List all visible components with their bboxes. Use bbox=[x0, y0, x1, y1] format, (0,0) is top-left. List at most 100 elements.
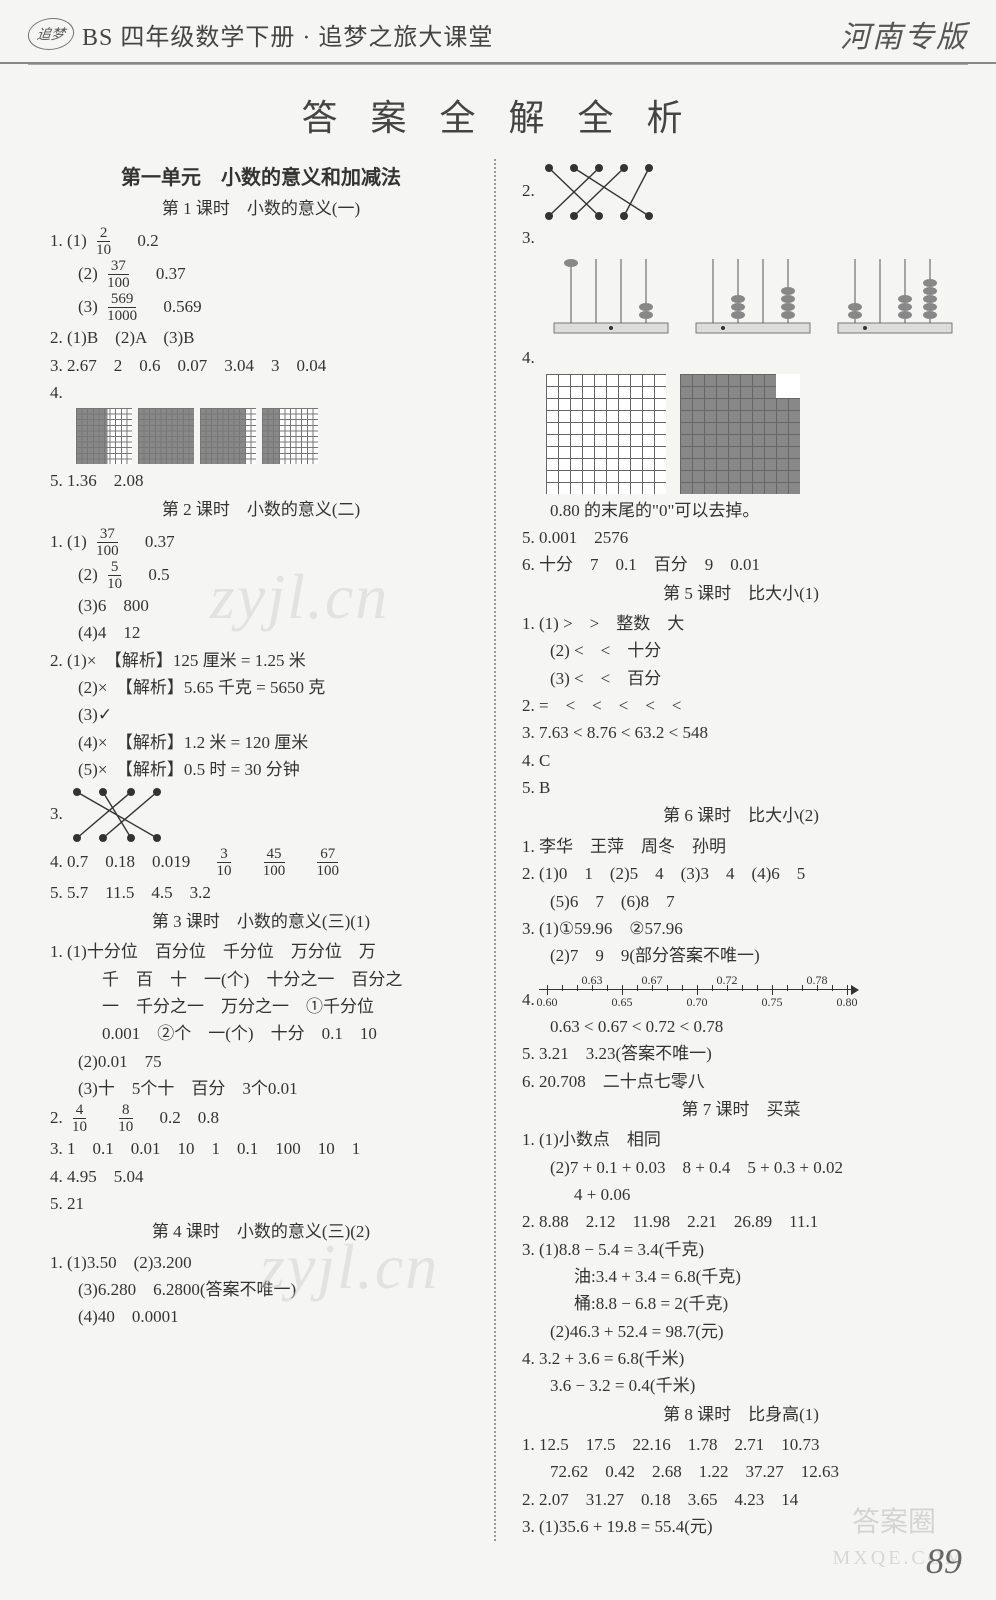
lesson-title: 第 1 课时 小数的意义(一) bbox=[50, 196, 472, 222]
answer-line: 0.63 < 0.67 < 0.72 < 0.78 bbox=[522, 1014, 960, 1040]
answer-line: 2. 8.88 2.12 11.98 2.21 26.89 11.1 bbox=[522, 1209, 960, 1235]
answer-line: 0.001 ②个 一(个) 十分 0.1 10 bbox=[50, 1021, 472, 1047]
region-label: 河南专版 bbox=[840, 12, 968, 56]
answer-line: 桶:8.8 − 6.8 = 2(千克) bbox=[522, 1291, 960, 1317]
answer-line: 3. 2.67 2 0.6 0.07 3.04 3 0.04 bbox=[50, 353, 472, 379]
answer-line: 6. 20.708 二十点七零八 bbox=[522, 1069, 960, 1095]
answer-line: 4. 0.600.650.700.750.800.630.670.720.78 bbox=[522, 971, 960, 1013]
fraction: 37100 bbox=[93, 527, 122, 559]
decimal-value: 0.37 bbox=[156, 264, 186, 283]
page-title: 答 案 全 解 全 析 bbox=[0, 89, 996, 141]
answer-line: 72.62 0.42 2.68 1.22 37.27 12.63 bbox=[522, 1459, 960, 1485]
answer-line: 5. 21 bbox=[50, 1191, 472, 1217]
answer-line: 油:3.4 + 3.4 = 6.8(千克) bbox=[522, 1264, 960, 1290]
page-number: 89 bbox=[926, 1540, 962, 1582]
item-label: 4. bbox=[522, 990, 535, 1009]
answer-line: (2)7 9 9(部分答案不唯一) bbox=[522, 943, 960, 969]
decimal-value: 0.37 bbox=[145, 532, 175, 551]
answer-line: 1. (1) 37100 0.37 bbox=[50, 527, 472, 559]
answer-line: 3.6 − 3.2 = 0.4(千米) bbox=[522, 1373, 960, 1399]
answer-line: 1. (1)十分位 百分位 千分位 万分位 万 bbox=[50, 939, 472, 965]
header-rule bbox=[28, 64, 968, 65]
abacus-row bbox=[546, 253, 960, 341]
answer-line: 4. bbox=[50, 380, 472, 406]
fraction: 45100 bbox=[260, 847, 289, 879]
hundred-square bbox=[138, 408, 194, 464]
watermark: 答案圈 bbox=[852, 1500, 936, 1540]
answer-line: (3)✓ bbox=[50, 702, 472, 728]
fraction: 37100 bbox=[104, 259, 133, 291]
answer-line: (5)× 【解析】0.5 时 = 30 分钟 bbox=[50, 757, 472, 783]
item-label: 2. bbox=[522, 181, 535, 200]
answer-line: 1. (1) 210 0.2 bbox=[50, 226, 472, 258]
fraction: 67100 bbox=[314, 847, 343, 879]
lesson-title: 第 7 课时 买菜 bbox=[522, 1097, 960, 1123]
answer-line: 5. 0.001 2576 bbox=[522, 525, 960, 551]
hundred-squares-row bbox=[546, 374, 960, 494]
item-label: 4. bbox=[522, 348, 535, 367]
matching-diagram bbox=[539, 160, 669, 224]
hundred-square bbox=[76, 408, 132, 464]
lesson-title: 第 5 课时 比大小(1) bbox=[522, 581, 960, 607]
right-column: 2. 3. bbox=[512, 159, 960, 1541]
fraction: 810 bbox=[115, 1103, 136, 1135]
decimal-value: 0.569 bbox=[163, 297, 201, 316]
item-label: 4. bbox=[50, 383, 63, 402]
answer-line: (2)0.01 75 bbox=[50, 1049, 472, 1075]
answer-line: 4. C bbox=[522, 748, 960, 774]
abacus bbox=[688, 253, 818, 341]
answer-line: 4. bbox=[522, 345, 960, 371]
logo-oval: 追梦 bbox=[26, 18, 76, 50]
answer-line: (4)4 12 bbox=[50, 620, 472, 646]
answer-line: 1. (1) > > 整数 大 bbox=[522, 611, 960, 637]
answer-line: 2. = < < < < < bbox=[522, 693, 960, 719]
answer-line: (2) < < 十分 bbox=[522, 638, 960, 664]
answer-line: 2. (1)× 【解析】125 厘米 = 1.25 米 bbox=[50, 648, 472, 674]
hundred-squares-row bbox=[76, 408, 472, 464]
answer-line: (2) 37100 0.37 bbox=[50, 259, 472, 291]
column-divider bbox=[494, 159, 496, 1541]
fraction: 5691000 bbox=[104, 292, 140, 324]
answer-line: (2)7 + 0.1 + 0.03 8 + 0.4 5 + 0.3 + 0.02 bbox=[522, 1155, 960, 1181]
fraction: 310 bbox=[214, 847, 235, 879]
matching-diagram bbox=[67, 784, 177, 846]
answer-line: 4 + 0.06 bbox=[522, 1182, 960, 1208]
answer-line: (3) < < 百分 bbox=[522, 666, 960, 692]
answer-line: 2. bbox=[522, 160, 960, 224]
lesson-title: 第 2 课时 小数的意义(二) bbox=[50, 497, 472, 523]
abacus bbox=[546, 253, 676, 341]
hundred-square bbox=[680, 374, 800, 494]
answer-line: (3)6.280 6.2800(答案不唯一) bbox=[50, 1277, 472, 1303]
fraction: 210 bbox=[93, 226, 114, 258]
answer-line: 3. bbox=[50, 784, 472, 846]
answer-line: (3)6 800 bbox=[50, 593, 472, 619]
answer-line: 5. 3.21 3.23(答案不唯一) bbox=[522, 1041, 960, 1067]
decimal-value: 0.5 bbox=[148, 565, 169, 584]
answer-line: 5. B bbox=[522, 775, 960, 801]
lesson-title: 第 6 课时 比大小(2) bbox=[522, 803, 960, 829]
answer-line: (4)× 【解析】1.2 米 = 120 厘米 bbox=[50, 730, 472, 756]
answer-line: 1. (1)3.50 (2)3.200 bbox=[50, 1250, 472, 1276]
hundred-square bbox=[200, 408, 256, 464]
answer-line: 3. (1)①59.96 ②57.96 bbox=[522, 916, 960, 942]
answer-line: (2)46.3 + 52.4 = 98.7(元) bbox=[522, 1319, 960, 1345]
text-run: 0.2 0.8 bbox=[143, 1108, 220, 1127]
answer-line: 6. 十分 7 0.1 百分 9 0.01 bbox=[522, 552, 960, 578]
answer-line: 1. 李华 王萍 周冬 孙明 bbox=[522, 834, 960, 860]
lesson-title: 第 8 课时 比身高(1) bbox=[522, 1402, 960, 1428]
answer-line: 4. 4.95 5.04 bbox=[50, 1164, 472, 1190]
decimal-value: 0.2 bbox=[137, 231, 158, 250]
answer-line: (3) 5691000 0.569 bbox=[50, 292, 472, 324]
item-label: 3. bbox=[522, 228, 535, 247]
number-line: 0.600.650.700.750.800.630.670.720.78 bbox=[539, 971, 859, 1005]
answer-line: 5. 5.7 11.5 4.5 3.2 bbox=[50, 880, 472, 906]
answer-line: 1. 12.5 17.5 22.16 1.78 2.71 10.73 bbox=[522, 1432, 960, 1458]
answer-line: (2) 510 0.5 bbox=[50, 560, 472, 592]
answer-line: 2. (1)B (2)A (3)B bbox=[50, 325, 472, 351]
book-title: BS 四年级数学下册 · 追梦之旅大课堂 bbox=[82, 17, 493, 52]
answer-line: 3. bbox=[522, 225, 960, 251]
text-run: 4. 0.7 0.18 0.019 bbox=[50, 852, 207, 871]
answer-line: 2. (1)0 1 (2)5 4 (3)3 4 (4)6 5 bbox=[522, 861, 960, 887]
answer-line: 5. 1.36 2.08 bbox=[50, 468, 472, 494]
item-label: 3. bbox=[50, 804, 63, 823]
